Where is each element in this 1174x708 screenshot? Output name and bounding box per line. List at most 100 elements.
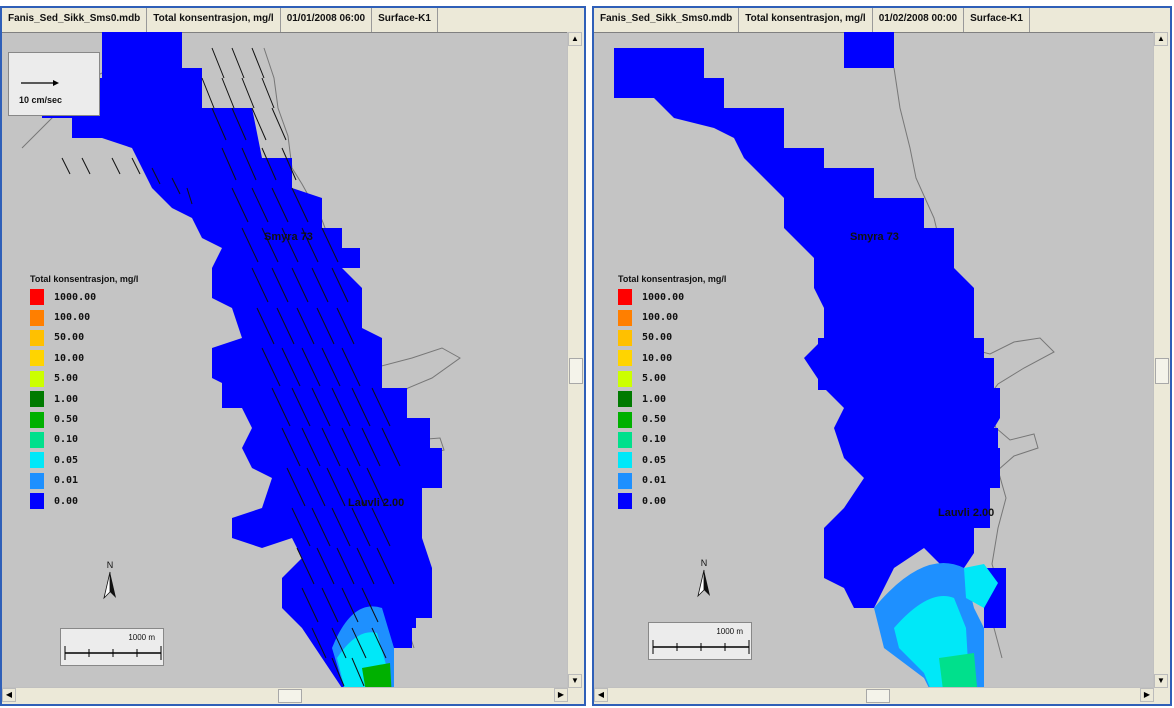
legend-label: 5.00 [54, 373, 79, 385]
north-arrow-icon [103, 571, 116, 600]
scroll-right-button[interactable]: ▶ [554, 688, 568, 702]
legend-swatch [618, 452, 632, 469]
scale-bar: 1000 m [648, 622, 752, 660]
plume [332, 606, 394, 690]
legend-row: 0.05 [30, 450, 138, 470]
legend-row: 0.01 [618, 471, 726, 491]
place-label-1: Smyra 73 [850, 231, 899, 243]
legend-row: 0.10 [30, 430, 138, 450]
map-view-right[interactable]: Fanis_Sed_Sikk_Sms0.mdb Total konsentras… [592, 6, 1172, 706]
legend-swatch [30, 289, 44, 306]
legend-swatch [618, 329, 632, 346]
north-arrow: N [100, 560, 120, 606]
legend-swatch [30, 391, 44, 408]
scroll-up-button[interactable]: ▲ [1154, 32, 1168, 46]
file-name: Fanis_Sed_Sikk_Sms0.mdb [594, 8, 740, 32]
scroll-corner [1154, 688, 1170, 704]
legend-swatch [618, 370, 632, 387]
legend-swatch [618, 309, 632, 326]
arrow-icon [21, 80, 59, 86]
concentration-legend: Total konsentrasjon, mg/l 1000.00 100.00 5… [30, 274, 138, 511]
legend-swatch [618, 411, 632, 428]
legend-row: 5.00 [618, 369, 726, 389]
vector-scale-label: 10 cm/sec [19, 95, 63, 105]
legend-label: 0.01 [54, 475, 79, 487]
map-canvas[interactable]: Smyra 73 Lauvli 2.00 [594, 32, 1156, 690]
map-header: Fanis_Sed_Sikk_Sms0.mdb Total konsentras… [594, 8, 1170, 33]
vertical-scroll-thumb[interactable] [1155, 358, 1169, 384]
map-header: Fanis_Sed_Sikk_Sms0.mdb Total konsentras… [2, 8, 584, 33]
legend-swatch [30, 472, 44, 489]
legend-label: 0.05 [54, 454, 79, 466]
legend-swatch [30, 309, 44, 326]
map-view-left[interactable]: Fanis_Sed_Sikk_Sms0.mdb Total konsentras… [0, 6, 586, 706]
timestamp: 01/01/2008 06:00 [281, 8, 373, 32]
vertical-scroll-thumb[interactable] [569, 358, 583, 384]
scroll-down-button[interactable]: ▼ [1154, 674, 1168, 688]
horizontal-scroll-thumb[interactable] [866, 689, 890, 703]
legend-label: 1.00 [54, 393, 79, 405]
legend-swatch [30, 493, 44, 510]
legend-label: 5.00 [642, 373, 667, 385]
plume [874, 563, 998, 690]
legend-row: 0.00 [30, 491, 138, 511]
vector-scale-legend: 10 cm/sec [8, 52, 100, 116]
scroll-down-button[interactable]: ▼ [568, 674, 582, 688]
legend-label: 1000.00 [54, 291, 97, 303]
legend-label: 0.50 [54, 414, 79, 426]
legend-label: 100.00 [642, 312, 679, 324]
scale-ruler [64, 646, 162, 660]
scale-bar: 1000 m [60, 628, 164, 666]
scroll-left-button[interactable]: ◀ [594, 688, 608, 702]
legend-label: 50.00 [54, 332, 85, 344]
legend-row: 10.00 [618, 348, 726, 368]
legend-row: 10.00 [30, 348, 138, 368]
layer-name: Surface-K1 [964, 8, 1030, 32]
legend-label: 100.00 [54, 312, 91, 324]
legend-row: 0.50 [618, 409, 726, 429]
legend-label: 0.01 [642, 475, 667, 487]
scale-label: 1000 m [716, 627, 743, 636]
water-mesh [614, 32, 1006, 628]
layer-name: Surface-K1 [372, 8, 438, 32]
scroll-corner [568, 688, 584, 704]
legend-label: 0.10 [642, 434, 667, 446]
legend-swatch [30, 329, 44, 346]
legend-title: Total konsentrasjon, mg/l [618, 274, 727, 284]
legend-label: 10.00 [54, 352, 85, 364]
scroll-left-button[interactable]: ◀ [2, 688, 16, 702]
legend-swatch [30, 431, 44, 448]
legend-label: 50.00 [642, 332, 673, 344]
legend-label: 0.00 [642, 495, 667, 507]
legend-label: 0.00 [54, 495, 79, 507]
map-canvas[interactable]: Smyra 73 Lauvli 2.00 [2, 32, 570, 690]
legend-swatch [618, 350, 632, 367]
timestamp: 01/02/2008 00:00 [873, 8, 965, 32]
legend-label: 0.50 [642, 414, 667, 426]
legend-swatch [618, 472, 632, 489]
file-name: Fanis_Sed_Sikk_Sms0.mdb [2, 8, 148, 32]
vertical-scrollbar[interactable]: ▲ ▼ [1153, 32, 1170, 688]
scroll-right-button[interactable]: ▶ [1140, 688, 1154, 702]
legend-swatch [30, 350, 44, 367]
horizontal-scroll-thumb[interactable] [278, 689, 302, 703]
legend-row: 0.01 [30, 471, 138, 491]
legend-row: 1.00 [30, 389, 138, 409]
legend-label: 0.10 [54, 434, 79, 446]
legend-rows: 1000.00 100.00 50.00 10.00 5.00 1.00 0.50 0.10 0… [618, 287, 726, 511]
concentration-legend: Total konsentrasjon, mg/l 1000.00 100.00 5… [618, 274, 726, 511]
legend-row: 50.00 [30, 328, 138, 348]
scroll-up-button[interactable]: ▲ [568, 32, 582, 46]
legend-swatch [618, 289, 632, 306]
horizontal-scrollbar[interactable]: ◀ ▶ [2, 687, 568, 704]
vertical-scrollbar[interactable]: ▲ ▼ [567, 32, 584, 688]
legend-row: 0.00 [618, 491, 726, 511]
horizontal-scrollbar[interactable]: ◀ ▶ [594, 687, 1154, 704]
legend-row: 1000.00 [30, 287, 138, 307]
legend-swatch [618, 493, 632, 510]
legend-label: 10.00 [642, 352, 673, 364]
current-vectors [61, 47, 401, 687]
water-mesh [42, 32, 442, 688]
north-label: N [106, 560, 114, 570]
legend-swatch [30, 370, 44, 387]
